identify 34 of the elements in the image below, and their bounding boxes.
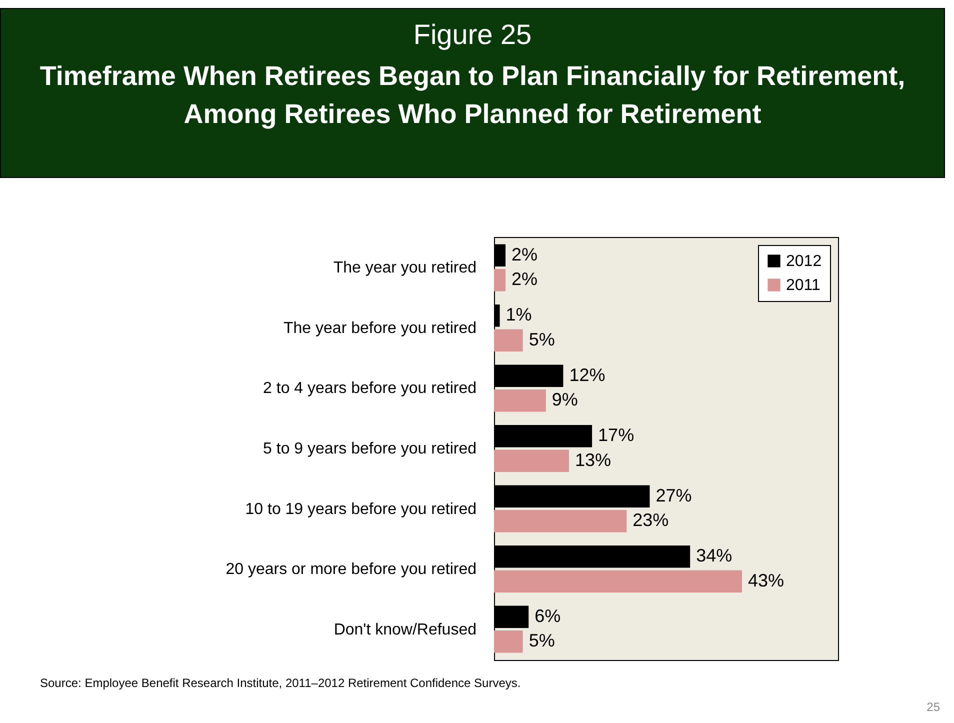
- y-tick-label: The year before you retired: [284, 320, 476, 337]
- data-label: 17%: [598, 425, 634, 446]
- data-label: 2%: [512, 244, 538, 264]
- y-tick-label: 5 to 9 years before you retired: [263, 440, 476, 458]
- data-label: 13%: [574, 450, 612, 470]
- source-note: Source: Employee Benefit Research Institute, 2011–2012 Retirement Confidence Surveys.: [40, 676, 521, 690]
- legend-label: 2012: [786, 253, 822, 270]
- data-label: 27%: [656, 485, 692, 506]
- bar: [494, 268, 506, 292]
- data-label: 6%: [534, 606, 561, 626]
- y-tick-label: The year you retired: [333, 260, 476, 277]
- bar: [494, 510, 627, 532]
- y-tick-label: Don't know/Refused: [334, 621, 476, 638]
- bar: [494, 630, 523, 653]
- data-label: 23%: [632, 510, 669, 530]
- y-tick-label: 2 to 4 years before you retired: [263, 380, 476, 398]
- text: 25: [926, 700, 940, 714]
- data-label: 34%: [696, 546, 732, 566]
- y-tick-label: 10 to 19 years before you retired: [245, 500, 476, 518]
- legend-label: 2011: [786, 277, 821, 294]
- data-label: 5%: [528, 329, 555, 350]
- bar: [494, 389, 546, 412]
- y-tick-label: 20 years or more before you retired: [226, 561, 476, 578]
- chart-subtitle: Timeframe When Retirees Began to Plan Financially for Retirement, Among Retirees Who Planned for Retirement: [38, 60, 906, 131]
- data-label: 9%: [552, 390, 578, 410]
- bar: [494, 570, 742, 593]
- data-label: 1%: [506, 304, 532, 325]
- bar: [494, 450, 569, 472]
- data-label: 2%: [512, 269, 538, 290]
- data-label: 5%: [528, 630, 555, 651]
- bar: [494, 329, 523, 352]
- chart-title: Figure 25: [412, 19, 533, 51]
- data-label: 43%: [748, 570, 784, 590]
- data-label: 12%: [569, 364, 606, 385]
